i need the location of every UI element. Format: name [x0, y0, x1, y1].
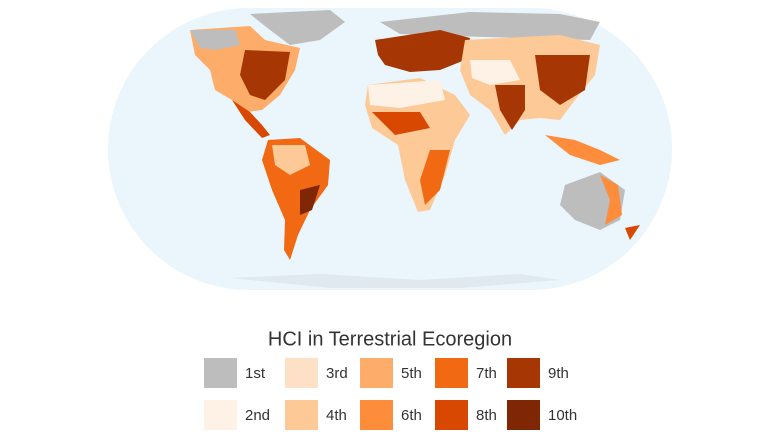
legend-label: 8th [476, 407, 497, 424]
africa [365, 78, 470, 212]
world-map [108, 8, 672, 290]
legend-label: 1st [245, 365, 266, 382]
legend-label: 9th [548, 365, 569, 382]
legend-label: 7th [476, 365, 497, 382]
legend-swatch [360, 400, 393, 430]
sahara [368, 80, 445, 108]
europe [375, 30, 470, 72]
legend-label: 4th [326, 407, 347, 424]
legend-label: 10th [548, 407, 577, 424]
southeast-asia [545, 135, 620, 165]
north-america-north [190, 30, 240, 50]
central-asia [470, 60, 520, 85]
sahel [372, 112, 430, 135]
east-asia [535, 55, 590, 105]
legend-swatch [435, 400, 468, 430]
legend: 1st 2nd 3rd 4th 5th 6th 7th 8th 9th 10th [204, 358, 577, 430]
amazon [272, 145, 310, 175]
legend-swatch [360, 358, 393, 388]
legend-swatch [204, 400, 237, 430]
new-zealand [625, 225, 640, 240]
legend-label: 2nd [245, 407, 270, 424]
legend-label: 6th [401, 407, 422, 424]
antarctica [230, 274, 560, 288]
legend-label: 3rd [326, 365, 348, 382]
legend-swatch [285, 358, 318, 388]
legend-swatch [204, 358, 237, 388]
south-america [262, 138, 330, 260]
greenland [250, 10, 345, 45]
legend-swatch [507, 358, 540, 388]
legend-label: 5th [401, 365, 422, 382]
south-america-south-east [300, 185, 320, 215]
legend-title: HCI in Terrestrial Ecoregion [268, 328, 512, 350]
legend-swatch [285, 400, 318, 430]
east-africa [420, 150, 450, 205]
australia-east [600, 175, 622, 225]
legend-swatch [507, 400, 540, 430]
legend-swatch [435, 358, 468, 388]
india [495, 85, 525, 130]
north-america-east [240, 50, 290, 100]
central-america [232, 100, 270, 138]
